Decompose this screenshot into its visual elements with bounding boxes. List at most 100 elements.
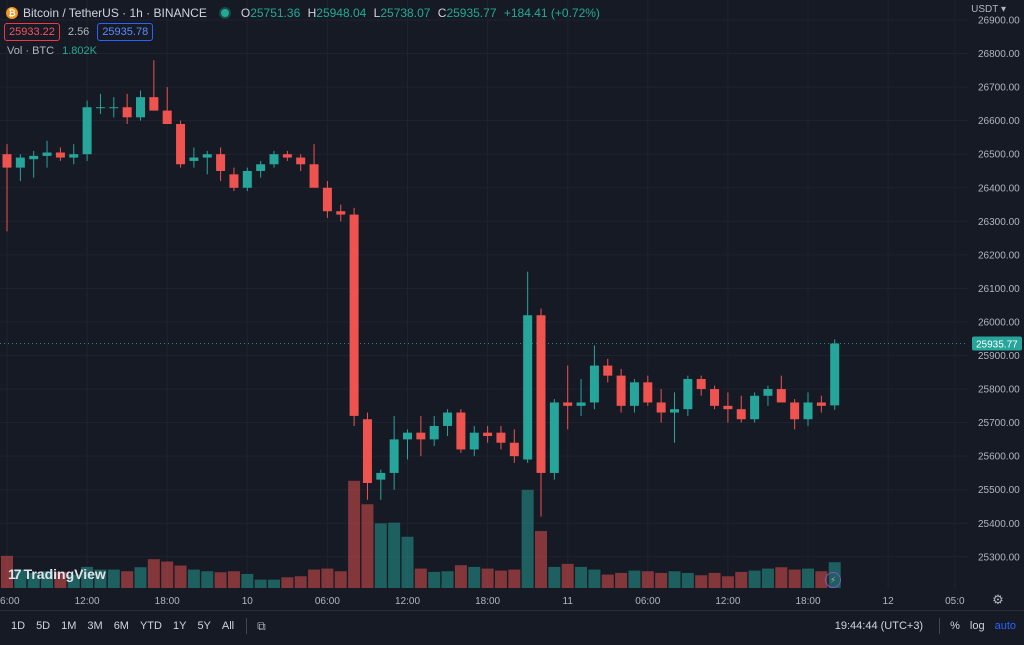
volume-bar [227, 571, 240, 588]
volume-bar [254, 579, 267, 588]
tradingview-logo[interactable]: 17 TradingView [8, 566, 106, 582]
volume-bar [735, 571, 748, 588]
x-axis-tick-label: 12 [883, 596, 895, 607]
volume-bar [174, 565, 187, 588]
range-1m-button[interactable]: 1M [61, 620, 77, 632]
clock-timezone[interactable]: 19:44:44 (UTC+3) [834, 620, 924, 632]
volume-bar [561, 563, 574, 588]
candle-body [362, 419, 372, 483]
auto-scale-toggle[interactable]: auto [994, 620, 1016, 632]
candle-body [109, 107, 119, 109]
x-axis-tick-label: 10 [242, 596, 254, 607]
volume-bar [548, 566, 561, 588]
volume-bar [468, 566, 481, 588]
range-3m-button[interactable]: 3M [87, 620, 103, 632]
volume-bar [374, 523, 387, 588]
range-1y-button[interactable]: 1Y [172, 620, 187, 632]
range-all-button[interactable]: All [221, 620, 235, 632]
volume-bar [27, 572, 40, 588]
percent-scale-toggle[interactable]: % [950, 620, 960, 632]
candle-body [616, 375, 626, 406]
volume-bar [535, 531, 547, 588]
candle-body [136, 97, 145, 118]
range-1d-button[interactable]: 1D [11, 620, 26, 632]
candle-body [229, 174, 239, 188]
candle-body [336, 211, 346, 215]
volume-bar [361, 504, 374, 588]
tradingview-wordmark: TradingView [23, 566, 106, 582]
candle-body [456, 412, 466, 450]
candle-body [696, 378, 706, 390]
range-6m-button[interactable]: 6M [113, 620, 129, 632]
tradingview-mark-icon: 17 [8, 566, 22, 582]
candle-body [536, 315, 546, 473]
y-axis-tick-label: 26100.00 [978, 284, 1020, 295]
volume-bar [601, 574, 614, 588]
candle-body [509, 442, 519, 457]
candle-body [603, 365, 613, 376]
volume-bar [81, 566, 94, 588]
ohlc-legend: O25751.36 H25948.04 L25738.07 C25935.77 … [237, 6, 600, 20]
candle-body [750, 395, 760, 420]
candle-body [803, 402, 813, 420]
range-ytd-button[interactable]: YTD [139, 620, 162, 632]
calendar-goto-icon[interactable]: ⧉ [257, 619, 266, 633]
volume-bar [241, 573, 254, 588]
candle-body [429, 425, 439, 440]
volume-bar [588, 569, 601, 588]
candle-body [389, 439, 399, 473]
y-axis-tick-label: 26000.00 [978, 317, 1020, 328]
ohlc-open-key: O [240, 6, 251, 20]
candle-body [710, 389, 720, 406]
candle-body [589, 365, 599, 403]
volume-bar [214, 572, 227, 588]
candle-body [122, 107, 132, 118]
volume-bar [508, 569, 521, 588]
ohlc-high-key: H [307, 6, 317, 20]
sell-price-button[interactable]: 25933.22 [4, 23, 60, 41]
y-axis-tick-label: 26500.00 [978, 150, 1020, 161]
x-axis-tick-label: 11 [563, 596, 574, 607]
y-axis-tick-label: 26600.00 [978, 116, 1020, 127]
gear-icon[interactable]: ⚙ [992, 592, 1004, 607]
volume-bar [668, 571, 681, 588]
volume-bar [481, 568, 494, 588]
volume-bar [521, 489, 534, 588]
volume-bar [14, 569, 27, 588]
candle-body [683, 378, 693, 410]
candle-body [576, 402, 586, 406]
volume-bar [775, 567, 788, 588]
volume-bar [67, 574, 80, 588]
candle-body [763, 389, 773, 396]
volume-bar [201, 571, 214, 588]
volume-label: Vol · BTC [7, 45, 55, 57]
candle-body [309, 164, 319, 188]
toolbar-divider-right [939, 618, 941, 634]
candle-body [282, 154, 292, 158]
log-scale-toggle[interactable]: log [969, 620, 985, 632]
buy-price-button[interactable]: 25935.78 [97, 23, 154, 41]
candle-body [403, 432, 412, 440]
bolt-icon[interactable]: ⚡ [825, 572, 841, 588]
ohlc-open-value: 25751.36 [250, 6, 301, 20]
toolbar-divider [246, 618, 248, 634]
volume-bar [187, 569, 200, 588]
volume-bar [294, 576, 307, 588]
market-status-icon[interactable] [220, 9, 229, 17]
ohlc-low-key: L [373, 6, 381, 20]
volume-legend[interactable]: Vol · BTC 1.802K [7, 45, 97, 57]
symbol-title[interactable]: Bitcoin / TetherUS · 1h · BINANCE [23, 6, 207, 20]
volume-bar [748, 570, 761, 588]
x-axis-tick-label: 12:00 [75, 596, 100, 607]
range-5y-button[interactable]: 5Y [197, 620, 211, 632]
currency-selector[interactable]: USDT [971, 4, 1006, 15]
y-axis-tick-label: 25400.00 [978, 519, 1020, 530]
volume-bar [454, 565, 467, 588]
range-5d-button[interactable]: 5D [36, 620, 51, 632]
candle-body [95, 107, 105, 109]
volume-bar [641, 571, 654, 588]
candle-body [202, 154, 212, 158]
volume-bar [628, 570, 641, 588]
